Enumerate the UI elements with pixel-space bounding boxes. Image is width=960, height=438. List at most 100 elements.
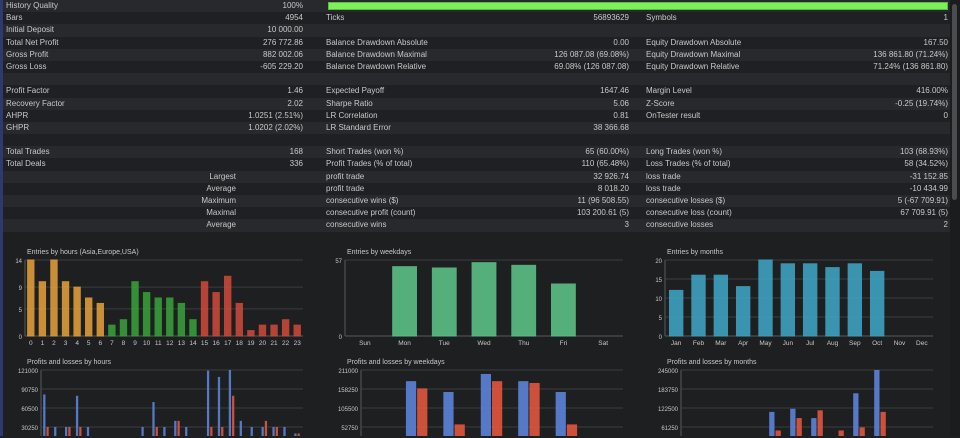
x-tick-label: 1 — [41, 340, 45, 347]
x-tick-label: Nov — [894, 340, 906, 347]
row-sublabel: Largest — [209, 171, 236, 181]
stats-row: AHPR 1.0251 (2.51%) LR Correlation 0.81 OnTe… — [3, 109, 950, 122]
y-tick-label: 5 — [19, 308, 23, 314]
entries-bar — [119, 319, 128, 337]
x-tick-label: 12 — [166, 340, 174, 347]
x-tick-label: 5 — [87, 340, 91, 347]
x-tick-label: Jan — [671, 340, 682, 347]
x-tick-label: 9 — [133, 340, 137, 347]
profit-bar — [217, 376, 221, 438]
scrollbar-thumb[interactable] — [952, 4, 957, 200]
entries-bar — [392, 266, 417, 337]
loss-bar — [417, 388, 428, 438]
stat-value: 336 — [289, 159, 303, 169]
entries-bar — [96, 302, 104, 337]
y-tick-label: 105500 — [338, 407, 359, 413]
stat-label: loss trade — [646, 183, 681, 193]
stat-label: Loss Trades (% of total) — [646, 159, 731, 169]
entries-bar — [142, 292, 151, 337]
entries-bar — [281, 319, 290, 337]
x-tick-label: 18 — [236, 340, 244, 347]
x-tick-label: 13 — [178, 340, 186, 347]
y-tick-label: 245000 — [658, 369, 679, 375]
profit-bar — [163, 427, 166, 438]
stats-row: Maximal consecutive profit (count) 103 200… — [3, 207, 950, 220]
loss-bar — [264, 420, 268, 438]
x-tick-label: Jun — [783, 340, 794, 347]
stats-row: Average consecutive wins 3 consecutive loss… — [3, 219, 950, 232]
stat-value: 56893629 — [593, 13, 629, 23]
stats-row: Average profit trade 8 018.20 loss trade -10… — [3, 182, 950, 195]
chart-title: Entries by months — [667, 249, 724, 256]
stat-value: -31 152.85 — [909, 171, 948, 181]
stat-value: 11 (96 508.55) — [577, 196, 629, 205]
x-tick-label: Apr — [738, 340, 749, 347]
stat-label: Initial Deposit — [6, 25, 55, 35]
x-tick-label: 17 — [224, 340, 232, 347]
loss-bar — [838, 430, 844, 438]
entries-bar — [27, 259, 35, 337]
profit-bar — [272, 427, 275, 438]
stats-row: Largest profit trade 32 926.74 loss trade -3… — [3, 170, 950, 183]
profit-bar — [790, 408, 796, 438]
x-tick-label: 19 — [247, 340, 255, 347]
vertical-scrollbar[interactable] — [950, 0, 960, 436]
x-tick-label: 7 — [110, 340, 114, 347]
profit-bar — [518, 381, 529, 438]
x-tick-label: 16 — [213, 340, 221, 347]
stat-label: Gross Profit — [6, 49, 49, 59]
stat-value: 69.08% (126 087.08) — [554, 61, 629, 71]
stat-value: 103 200.61 (5) — [576, 208, 629, 218]
profit-bar — [261, 427, 264, 438]
loss-bar — [566, 424, 578, 438]
profit-bar — [480, 373, 491, 438]
entries-bar — [293, 324, 301, 337]
stats-row: Total Trades 168 Short Trades (won %) 65 (6… — [3, 146, 950, 159]
row-sublabel: Maximum — [201, 196, 236, 205]
profit-bar — [239, 420, 242, 438]
stat-value: -605 229.20 — [260, 61, 303, 71]
stat-value: 110 (65.48%) — [581, 159, 629, 169]
stat-label: Total Net Profit — [6, 37, 59, 47]
stat-label: Symbols — [646, 13, 677, 23]
stat-label: AHPR — [6, 110, 29, 120]
x-tick-label: 8 — [122, 340, 126, 347]
y-tick-label: 30250 — [21, 426, 38, 432]
x-tick-label: Dec — [916, 340, 928, 347]
x-tick-label: 6 — [98, 340, 102, 347]
x-tick-label: 4 — [75, 340, 79, 347]
stat-label: Margin Level — [646, 86, 692, 96]
y-tick-label: 10 — [655, 297, 662, 303]
stat-value: 136 861.80 (71.24%) — [873, 49, 948, 59]
loss-bar — [232, 395, 235, 438]
profit-bar — [174, 420, 177, 438]
y-tick-label: 158250 — [338, 388, 359, 394]
entries-bar — [166, 297, 174, 337]
x-tick-label: Oct — [872, 340, 882, 347]
stat-value: 167.50 — [923, 37, 948, 47]
chart-title: Profits and losses by hours — [27, 359, 112, 366]
y-tick-label: 0 — [19, 335, 23, 341]
entries-bar — [735, 286, 751, 337]
stat-value: 8 018.20 — [597, 183, 629, 193]
x-tick-label: Sun — [359, 340, 371, 347]
y-tick-label: 183750 — [658, 388, 679, 394]
stat-label: Expected Payoff — [326, 86, 385, 96]
stat-label: consecutive loss (count) — [646, 208, 732, 218]
loss-bar — [454, 424, 465, 438]
x-tick-label: Wed — [477, 340, 491, 347]
loss-bar — [817, 410, 823, 438]
stat-value: 65 (60.00%) — [585, 147, 629, 157]
stat-label: Z-Score — [646, 98, 675, 108]
x-tick-label: 2 — [52, 340, 56, 347]
entries-bar — [713, 274, 729, 337]
x-tick-label: Jul — [806, 340, 815, 347]
stats-row: Profit Factor 1.46 Expected Payoff 1647.46 M… — [3, 85, 950, 98]
profit-bar — [65, 427, 68, 438]
chart-title: Entries by hours (Asia,Europe,USA) — [27, 249, 139, 256]
x-tick-label: 20 — [259, 340, 267, 347]
entries-bar — [212, 292, 220, 337]
row-sublabel: Average — [206, 183, 236, 193]
stat-value: 168 — [289, 147, 303, 157]
profit-bar — [185, 427, 188, 438]
